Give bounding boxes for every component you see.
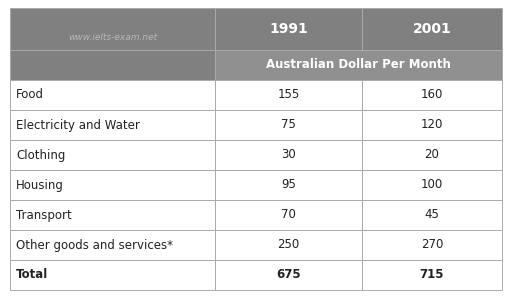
Bar bbox=[362, 8, 502, 50]
Text: 20: 20 bbox=[424, 149, 439, 162]
Text: 1991: 1991 bbox=[269, 22, 308, 36]
Bar bbox=[215, 200, 362, 230]
Bar bbox=[362, 170, 502, 200]
Text: 75: 75 bbox=[281, 119, 296, 131]
Bar bbox=[10, 230, 215, 260]
Text: 675: 675 bbox=[276, 268, 301, 282]
Bar bbox=[215, 230, 362, 260]
Text: 95: 95 bbox=[281, 178, 296, 192]
Text: 120: 120 bbox=[421, 119, 443, 131]
Text: 160: 160 bbox=[421, 88, 443, 102]
Bar bbox=[215, 80, 362, 110]
Bar bbox=[10, 200, 215, 230]
Bar bbox=[215, 8, 362, 50]
Bar bbox=[215, 170, 362, 200]
Text: Australian Dollar Per Month: Australian Dollar Per Month bbox=[266, 59, 451, 71]
Bar bbox=[10, 80, 215, 110]
Bar bbox=[362, 230, 502, 260]
Bar bbox=[362, 80, 502, 110]
Bar bbox=[10, 260, 215, 290]
Text: 45: 45 bbox=[424, 209, 439, 221]
Bar bbox=[362, 140, 502, 170]
Text: Total: Total bbox=[16, 268, 48, 282]
Text: 100: 100 bbox=[421, 178, 443, 192]
Text: 270: 270 bbox=[421, 239, 443, 252]
Text: 250: 250 bbox=[278, 239, 300, 252]
Text: Clothing: Clothing bbox=[16, 149, 66, 162]
Text: www.ielts-exam.net: www.ielts-exam.net bbox=[68, 33, 157, 42]
Bar bbox=[215, 50, 502, 80]
Text: Housing: Housing bbox=[16, 178, 64, 192]
Bar bbox=[215, 140, 362, 170]
Bar bbox=[10, 8, 215, 50]
Bar bbox=[215, 110, 362, 140]
Text: Other goods and services*: Other goods and services* bbox=[16, 239, 173, 252]
Bar bbox=[10, 170, 215, 200]
Bar bbox=[215, 260, 362, 290]
Bar bbox=[10, 50, 215, 80]
Bar bbox=[10, 140, 215, 170]
Text: Transport: Transport bbox=[16, 209, 72, 221]
Text: Food: Food bbox=[16, 88, 44, 102]
Bar bbox=[10, 110, 215, 140]
Bar bbox=[362, 260, 502, 290]
Text: 2001: 2001 bbox=[413, 22, 452, 36]
Text: 715: 715 bbox=[420, 268, 444, 282]
Bar bbox=[362, 200, 502, 230]
Text: 30: 30 bbox=[281, 149, 296, 162]
Text: 70: 70 bbox=[281, 209, 296, 221]
Text: 155: 155 bbox=[278, 88, 300, 102]
Text: Electricity and Water: Electricity and Water bbox=[16, 119, 140, 131]
Bar bbox=[362, 110, 502, 140]
